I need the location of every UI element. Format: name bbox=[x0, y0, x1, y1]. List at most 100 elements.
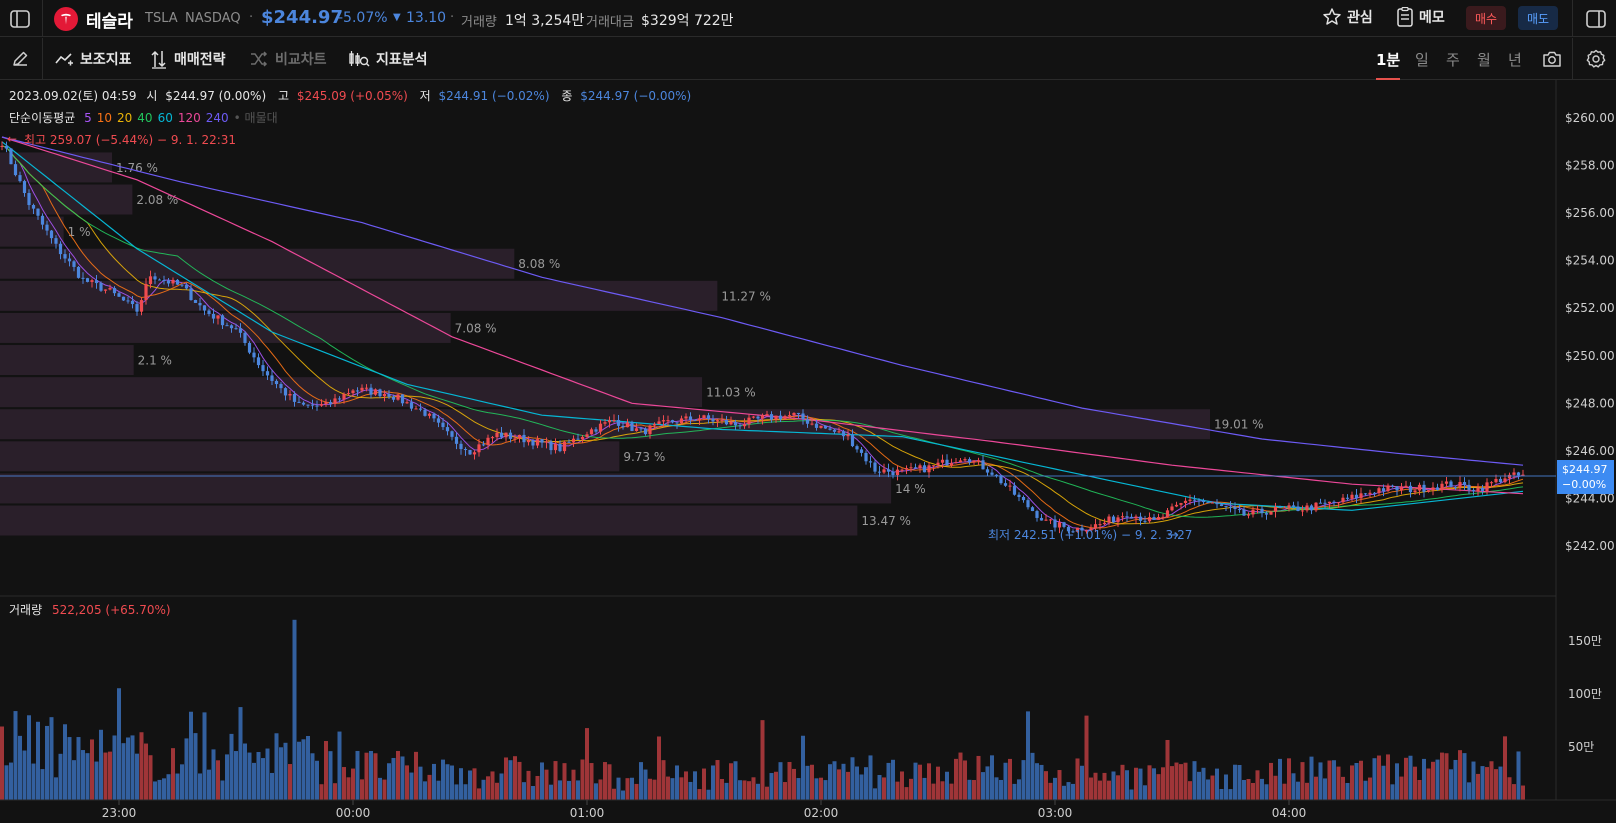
volume-bar bbox=[558, 780, 562, 800]
volume-bar bbox=[526, 770, 531, 800]
panel-toggle-icon[interactable] bbox=[1584, 7, 1608, 31]
volume-bar bbox=[607, 764, 612, 800]
volume-bar bbox=[1521, 785, 1525, 800]
volume-profile-label: 13.47 % bbox=[861, 514, 911, 528]
candle-body bbox=[1026, 500, 1030, 508]
volume-bar bbox=[792, 768, 796, 800]
volume-bar bbox=[54, 777, 58, 800]
volume-bar bbox=[742, 780, 747, 800]
volume-bar bbox=[693, 771, 697, 800]
candle-body bbox=[360, 387, 364, 391]
volume-bar bbox=[697, 789, 702, 800]
candle-body bbox=[391, 396, 396, 400]
volume-bar bbox=[1075, 758, 1080, 800]
candle-body bbox=[972, 460, 976, 463]
low-marker: 최저 242.51 (+1.01%) − 9. 2. 3:27 → bbox=[988, 528, 1192, 543]
volume-bar bbox=[549, 784, 553, 800]
candle-body bbox=[1003, 483, 1008, 486]
candle-body bbox=[94, 280, 99, 284]
candle-body bbox=[1332, 501, 1336, 503]
volume-bar bbox=[270, 772, 274, 800]
volume-bar bbox=[382, 779, 387, 800]
candle-body bbox=[1354, 494, 1359, 499]
candle-body bbox=[769, 414, 774, 420]
current-price-tag: $244.97 −0.00% bbox=[1557, 460, 1614, 494]
volume-bar bbox=[823, 780, 828, 800]
candle-body bbox=[499, 432, 504, 438]
volume-bar bbox=[157, 779, 162, 800]
volume-bar bbox=[1354, 762, 1359, 800]
volume-bar bbox=[72, 760, 76, 800]
sell-button[interactable]: 매도 bbox=[1518, 6, 1559, 30]
separator-dot: · bbox=[249, 10, 254, 25]
ma-legend[interactable]: 단순이동평균 5 10 20 40 60 120 240 • 매물대 bbox=[9, 111, 278, 125]
camera-icon[interactable] bbox=[1540, 47, 1564, 71]
candle-body bbox=[1305, 505, 1309, 511]
strategy-button[interactable]: 매매전략 bbox=[150, 38, 226, 80]
volume-bar bbox=[369, 750, 373, 800]
candle-body bbox=[36, 208, 40, 216]
volume-bar bbox=[1498, 766, 1503, 800]
watch-button[interactable]: 관심 bbox=[1322, 7, 1373, 27]
candle-body bbox=[580, 436, 585, 440]
memo-button[interactable]: 메모 bbox=[1396, 7, 1445, 27]
period-year[interactable]: 년 bbox=[1508, 50, 1522, 69]
period-week[interactable]: 주 bbox=[1446, 50, 1460, 69]
candle-body bbox=[657, 421, 661, 425]
period-1min[interactable]: 1분 bbox=[1376, 38, 1401, 80]
stock-name[interactable]: 테슬라 bbox=[86, 12, 133, 32]
volume-bar bbox=[1120, 764, 1125, 800]
analysis-button[interactable]: 지표분석 bbox=[348, 38, 428, 80]
open-label: 시 bbox=[146, 89, 157, 103]
volume-bar bbox=[1318, 762, 1323, 800]
candle-body bbox=[148, 276, 153, 285]
candle-body bbox=[310, 404, 315, 406]
volume-profile-bar bbox=[0, 248, 515, 279]
candle-body bbox=[99, 283, 103, 291]
volume-profile-label: 8.08 % bbox=[518, 257, 560, 271]
volume-bar bbox=[787, 761, 792, 800]
price-chart[interactable]: 1.76 % 2.08 % 1 % 8.08 % 11.27 % 7.08 % 2.1 % 1… bbox=[0, 80, 1616, 823]
indicators-button[interactable]: 보조지표 bbox=[54, 38, 132, 80]
volume-profile-label: 11.27 % bbox=[721, 289, 771, 303]
volume-bar bbox=[166, 774, 171, 800]
low-marker-label: 최저 242.51 (+1.01%) − 9. 2. 3:27 bbox=[988, 528, 1192, 542]
candle-body bbox=[243, 332, 247, 343]
pencil-icon[interactable] bbox=[8, 47, 32, 71]
candle-body bbox=[1359, 493, 1363, 499]
candle-body bbox=[1296, 506, 1300, 511]
volume-bar bbox=[229, 733, 234, 800]
settings-gear-icon[interactable] bbox=[1584, 47, 1608, 71]
candle-body bbox=[981, 460, 985, 470]
candle-body bbox=[927, 465, 931, 473]
volume-bar bbox=[859, 774, 864, 800]
candle-body bbox=[1512, 472, 1516, 475]
volume-bar bbox=[148, 755, 153, 800]
volume-bar bbox=[729, 763, 733, 800]
candle-body bbox=[405, 402, 409, 404]
volume-bar bbox=[76, 737, 81, 800]
candle-body bbox=[130, 300, 135, 305]
volume-bar bbox=[796, 778, 801, 800]
period-day[interactable]: 일 bbox=[1415, 50, 1429, 69]
volume-bar bbox=[1350, 765, 1354, 800]
volume-bar bbox=[126, 737, 130, 800]
period-month[interactable]: 월 bbox=[1477, 50, 1491, 69]
volume-bar bbox=[828, 764, 832, 800]
compare-chart-button[interactable]: 비교차트 bbox=[249, 38, 327, 80]
price-tick-label: $248.00 bbox=[1565, 396, 1615, 410]
volume-bar bbox=[1251, 782, 1255, 800]
candle-body bbox=[697, 418, 702, 421]
candle-body bbox=[643, 428, 648, 435]
candle-body bbox=[495, 432, 499, 438]
volume-bar bbox=[220, 780, 225, 800]
buy-button[interactable]: 매수 bbox=[1466, 6, 1507, 30]
volume-bar bbox=[886, 762, 891, 800]
volume-bar bbox=[630, 777, 634, 800]
sidebar-toggle-icon[interactable] bbox=[8, 7, 32, 31]
volume-bar bbox=[774, 771, 778, 800]
volume-profile-bar bbox=[0, 345, 134, 376]
volume-bar bbox=[1399, 776, 1404, 800]
time-tick-label: 02:00 bbox=[804, 806, 839, 820]
volume-bar bbox=[1098, 780, 1102, 800]
